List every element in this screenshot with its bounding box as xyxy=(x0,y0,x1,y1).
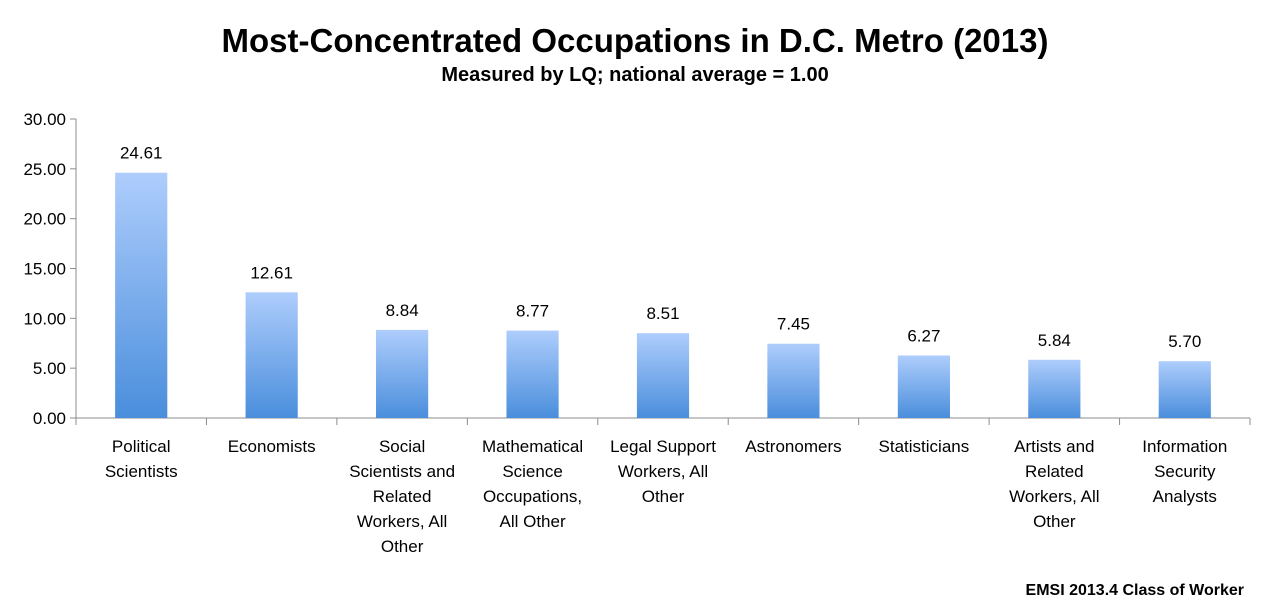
category-label-line: Workers, All xyxy=(1009,487,1099,506)
category-label-line: Statisticians xyxy=(879,437,970,456)
category-label: Statisticians xyxy=(879,437,970,456)
bar xyxy=(767,343,820,418)
category-label-line: Astronomers xyxy=(745,437,841,456)
bar-value-label: 12.61 xyxy=(250,263,293,282)
category-label: Political Scientists xyxy=(105,437,178,481)
category-label-line: Science xyxy=(502,462,562,481)
x-axis xyxy=(75,417,1251,425)
category-label-line: Artists and xyxy=(1014,437,1094,456)
y-tick-label: 20.00 xyxy=(23,210,66,229)
bar xyxy=(376,329,429,418)
bar xyxy=(897,355,950,418)
category-label-line: Scientists xyxy=(105,462,178,481)
category-label-line: Workers, All xyxy=(357,512,447,531)
category-label-line: Other xyxy=(1033,512,1076,531)
y-tick-label: 25.00 xyxy=(23,160,66,179)
category-label: Mathematical Science Occupations, All Other xyxy=(482,437,583,531)
bar-value-label: 5.84 xyxy=(1038,331,1071,350)
bar xyxy=(115,172,168,418)
bar-value-label: 8.84 xyxy=(386,301,419,320)
data-labels: 24.61 12.61 8.84 8.77 8.51 7.45 6.27 5.84 5.70 xyxy=(120,144,1201,351)
bar xyxy=(1158,361,1211,418)
chart-subtitle: Measured by LQ; national average = 1.00 xyxy=(441,64,828,86)
category-label-line: Social xyxy=(379,437,425,456)
bar xyxy=(245,292,298,418)
bar xyxy=(1028,359,1081,418)
category-label: Legal Support Workers, All Other xyxy=(610,437,716,506)
category-label-line: Workers, All xyxy=(618,462,708,481)
category-label: Social Scientists and Related Workers, All O… xyxy=(349,437,455,556)
y-tick-label: 10.00 xyxy=(23,309,66,328)
y-tick-label: 5.00 xyxy=(33,359,66,378)
category-label-line: Mathematical xyxy=(482,437,583,456)
y-tick-label: 15.00 xyxy=(23,260,66,279)
category-label: Information Security Analysts xyxy=(1142,437,1227,506)
category-label-line: Security xyxy=(1154,462,1216,481)
y-axis: 0.00 5.00 10.00 15.00 20.00 25.00 30.00 xyxy=(23,110,77,428)
bar-series xyxy=(115,172,1211,418)
category-label-line: Political xyxy=(112,437,171,456)
category-label-line: Occupations, xyxy=(483,487,582,506)
category-labels: Political Scientists Economists Social Scien… xyxy=(105,437,1227,556)
category-label-line: Analysts xyxy=(1153,487,1217,506)
bar-value-label: 24.61 xyxy=(120,144,163,163)
category-label-line: Other xyxy=(642,487,685,506)
category-label-line: Scientists and xyxy=(349,462,455,481)
category-label-line: Legal Support xyxy=(610,437,716,456)
bar-value-label: 8.77 xyxy=(516,302,549,321)
category-label-line: Economists xyxy=(228,437,316,456)
chart-title: Most-Concentrated Occupations in D.C. Me… xyxy=(222,22,1049,59)
y-tick-label: 0.00 xyxy=(33,409,66,428)
category-label-line: All Other xyxy=(499,512,565,531)
bar-value-label: 7.45 xyxy=(777,315,810,334)
bar-value-label: 6.27 xyxy=(907,327,940,346)
category-label-line: Other xyxy=(381,537,424,556)
source-note: EMSI 2013.4 Class of Worker xyxy=(1026,582,1244,599)
category-label: Astronomers xyxy=(745,437,841,456)
bar xyxy=(636,333,690,418)
category-label-line: Related xyxy=(1025,462,1084,481)
category-label-line: Information xyxy=(1142,437,1227,456)
category-label: Economists xyxy=(228,437,316,456)
y-tick-label: 30.00 xyxy=(23,110,66,129)
bar-value-label: 8.51 xyxy=(646,304,679,323)
category-label: Artists and Related Workers, All Other xyxy=(1009,437,1099,531)
bar-value-label: 5.70 xyxy=(1168,332,1201,351)
bar xyxy=(506,330,559,418)
category-label-line: Related xyxy=(373,487,432,506)
